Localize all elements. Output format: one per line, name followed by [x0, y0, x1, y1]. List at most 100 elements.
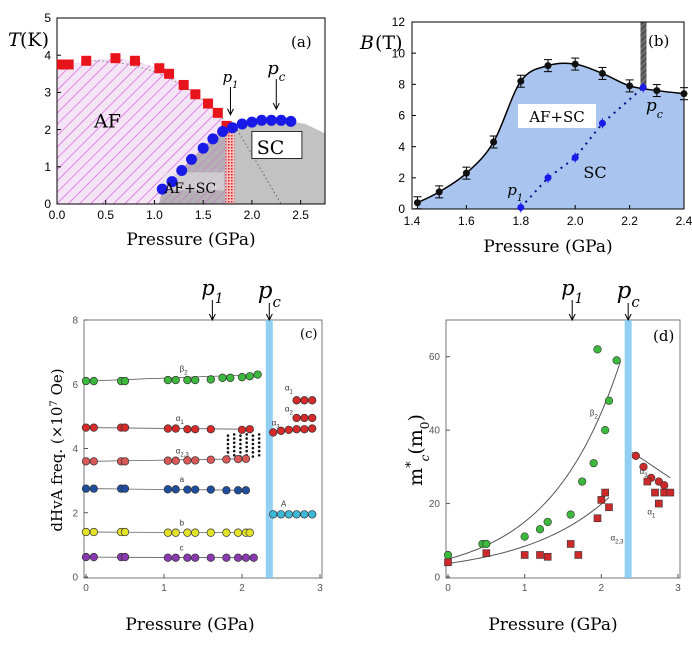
- x-axis-label: Pressure (GPa): [488, 615, 617, 635]
- y-tick-label: 12: [392, 15, 406, 29]
- sc-data-point: [246, 116, 258, 128]
- marker-arrowhead-p1: [568, 313, 576, 322]
- dhva-data-point: [233, 486, 243, 495]
- crossover-dot: [226, 446, 230, 450]
- mass-data-point: [520, 551, 529, 559]
- crossover-dot: [257, 437, 261, 440]
- dhva-data-point: [183, 425, 192, 434]
- crossover-dot: [245, 433, 248, 436]
- x-tick-label: 1: [522, 583, 528, 594]
- branch-label: β2: [180, 364, 189, 376]
- mass-data-point: [601, 488, 609, 497]
- mass-data-point: [643, 477, 652, 486]
- panel-b-label: (b): [648, 32, 669, 50]
- dhva-data-point: [171, 485, 180, 494]
- x-axis-label: Pressure (GPa): [125, 615, 254, 635]
- y-tick-label: 0: [44, 197, 51, 211]
- branch-label: A: [281, 499, 287, 508]
- pc-stripe: [624, 320, 632, 578]
- dhva-data-point: [253, 370, 262, 379]
- dhva-data-point: [245, 425, 254, 434]
- crossover-dot: [232, 445, 236, 449]
- dhva-data-point: [226, 373, 235, 382]
- branch-label: c: [180, 544, 184, 553]
- panel-c-label: (c): [300, 327, 317, 342]
- x-tick-label: 0.0: [49, 208, 66, 222]
- branch-label: α1: [285, 384, 294, 396]
- y-axis-label-unit: (T): [375, 32, 403, 54]
- y-tick-label: 6: [398, 109, 405, 123]
- dhva-data-point: [237, 373, 247, 382]
- af-data-point: [203, 98, 214, 109]
- branch-label: β2: [590, 408, 599, 420]
- crossover-dot: [232, 453, 236, 457]
- crossover-dot: [226, 451, 230, 454]
- branch-label: α3: [272, 418, 281, 430]
- crossover-dot: [239, 446, 242, 450]
- mass-data-point: [655, 499, 663, 508]
- dhva-data-point: [81, 552, 91, 562]
- dhva-data-point: [120, 423, 130, 432]
- branch-label: α1: [647, 508, 656, 520]
- af-data-point: [190, 89, 201, 100]
- x-tick-label: 1.6: [458, 214, 475, 228]
- dhva-data-point: [163, 485, 173, 494]
- branch-label: α3: [640, 467, 649, 479]
- region-label-sc: SC: [583, 163, 606, 182]
- marker-label-pc: pc: [258, 278, 282, 311]
- mass-data-point: [605, 503, 613, 512]
- sc-data-point: [185, 153, 197, 165]
- dhva-data-point: [308, 424, 317, 433]
- dhva-data-point: [206, 528, 215, 537]
- mass-data-point: [443, 550, 453, 560]
- dhva-data-point: [233, 528, 243, 537]
- region-sc-box: [251, 131, 303, 159]
- dhva-data-point: [308, 510, 317, 519]
- af-data-point: [63, 59, 74, 70]
- dhva-data-point: [81, 527, 91, 537]
- sc-data-point: [236, 118, 248, 130]
- crossover-dot: [232, 449, 236, 453]
- af-data-point: [178, 79, 189, 90]
- y-axis-label-var: T: [8, 29, 22, 51]
- dhva-data-point: [241, 486, 251, 495]
- dhva-data-point: [222, 528, 231, 537]
- y-tick-label: 1: [44, 160, 51, 174]
- dhva-data-point: [120, 552, 130, 562]
- dhva-data-point: [163, 553, 173, 562]
- panel-c-dhva-frequency: 0 1 2 3 0 2 4 6 8 β2 α1 α2,3 a b c α1 α2 α3 Ap1 pc (c) dHv…: [48, 276, 323, 635]
- dhva-data-point: [183, 485, 192, 494]
- dhva-data-point: [191, 375, 200, 385]
- x-tick-label: 2.0: [567, 214, 584, 228]
- crossover-dot: [245, 449, 248, 453]
- dhva-data-point: [89, 484, 98, 493]
- marker-label-p1: p1: [561, 276, 583, 307]
- mass-data-point: [593, 345, 602, 354]
- bc2-data-point: [413, 199, 421, 207]
- pc-stripe: [265, 320, 273, 578]
- marker-arrowhead-pc: [265, 313, 273, 322]
- y-axis-label: dHvA freq. (×107 Oe): [48, 368, 66, 531]
- branch-label: a: [180, 475, 185, 484]
- dhva-data-point: [206, 375, 215, 384]
- dhva-data-point: [269, 428, 278, 437]
- y-tick-label: 0: [72, 573, 78, 584]
- dhva-data-point: [89, 457, 98, 466]
- dhva-data-point: [222, 486, 231, 495]
- crossover-dot: [226, 442, 230, 446]
- crossover-dot: [245, 441, 248, 445]
- dhva-data-point: [191, 485, 200, 494]
- y-tick-label: 40: [429, 426, 441, 437]
- dhva-data-point: [222, 455, 231, 464]
- branch-label: α2,3: [611, 533, 625, 545]
- marker-label-pc: pc: [617, 278, 641, 311]
- dhva-data-point: [276, 510, 286, 519]
- bc2-data-point: [626, 82, 634, 90]
- panel-d-effective-mass: 0 1 2 3 0 20 40 60 β2 α2,3 α3 α1 p1 pc (d) m*c(m0) P…: [404, 276, 682, 635]
- bc2-data-point: [680, 90, 688, 98]
- crossover-dot: [257, 453, 261, 457]
- dhva-data-point: [191, 553, 200, 562]
- dhva-data-point: [120, 457, 130, 466]
- y-tick-label: 8: [398, 78, 405, 92]
- mass-data-point: [482, 549, 491, 557]
